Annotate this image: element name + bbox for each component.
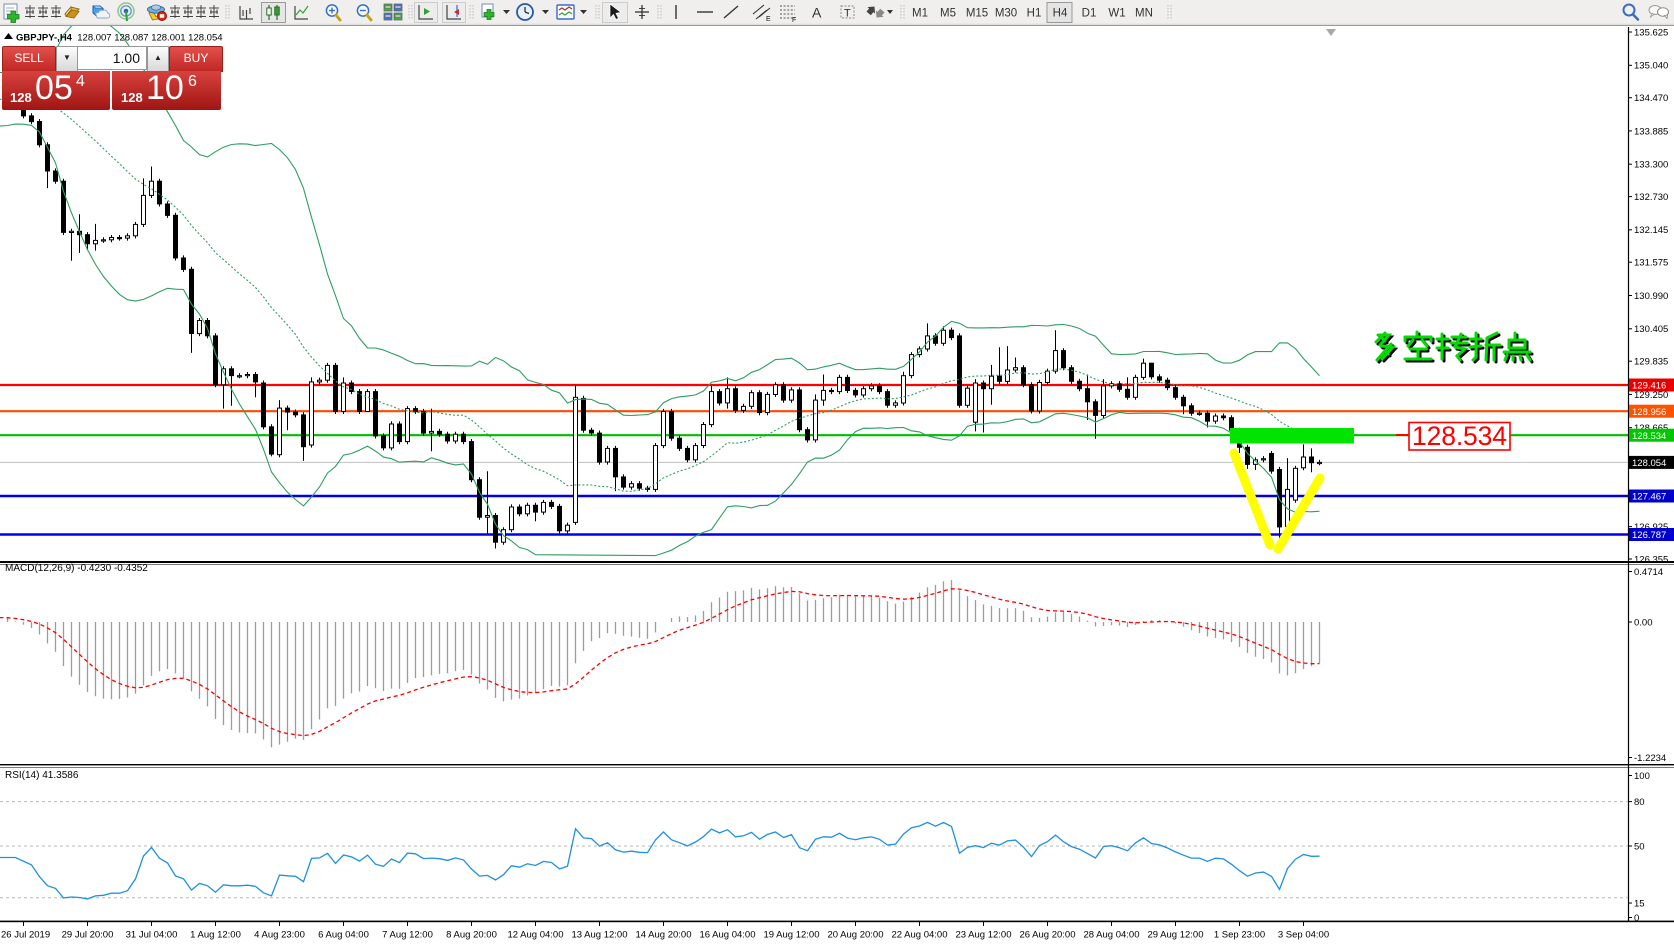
svg-text:H4: H4 [1053,8,1068,20]
svg-text:D1: D1 [1082,8,1097,20]
svg-text:6 Aug 04:00: 6 Aug 04:00 [318,930,369,941]
svg-text:28 Aug 04:00: 28 Aug 04:00 [1084,930,1140,941]
svg-text:0.00: 0.00 [1634,617,1653,628]
svg-text:129.835: 129.835 [1634,357,1668,368]
svg-text:0: 0 [1634,913,1639,924]
svg-text:16 Aug 04:00: 16 Aug 04:00 [700,930,756,941]
svg-text:T: T [844,8,851,20]
svg-text:-1.2234: -1.2234 [1634,753,1666,764]
svg-text:4 Aug 23:00: 4 Aug 23:00 [254,930,305,941]
svg-text:128.534: 128.534 [1412,421,1507,451]
svg-text:MN: MN [1135,8,1153,20]
svg-text:80: 80 [1634,797,1645,808]
svg-text:22 Aug 04:00: 22 Aug 04:00 [892,930,948,941]
svg-text:126.787: 126.787 [1632,530,1666,541]
svg-text:128.956: 128.956 [1632,407,1666,418]
svg-text:131.575: 131.575 [1634,258,1668,269]
svg-text:M5: M5 [940,8,956,20]
svg-text:129.416: 129.416 [1632,381,1666,392]
svg-text:133.885: 133.885 [1634,126,1668,137]
svg-text:31 Jul 04:00: 31 Jul 04:00 [126,930,178,941]
svg-text:26 Jul 2019: 26 Jul 2019 [1,930,50,941]
svg-text:100: 100 [1634,771,1650,782]
svg-text:128.534: 128.534 [1632,431,1666,442]
svg-text:129.250: 129.250 [1634,390,1668,401]
svg-text:135.625: 135.625 [1634,27,1668,38]
svg-text:A: A [812,5,822,21]
svg-text:MACD(12,26,9) -0.4230 -0.4352: MACD(12,26,9) -0.4230 -0.4352 [5,563,148,574]
svg-text:8 Aug 20:00: 8 Aug 20:00 [446,930,497,941]
svg-text:M1: M1 [912,8,928,20]
svg-text:29 Jul 20:00: 29 Jul 20:00 [62,930,114,941]
svg-text:15: 15 [1634,898,1645,909]
svg-text:3 Sep 04:00: 3 Sep 04:00 [1278,930,1329,941]
svg-text:1 Sep 23:00: 1 Sep 23:00 [1214,930,1265,941]
svg-text:H1: H1 [1027,8,1042,20]
svg-text:29 Aug 12:00: 29 Aug 12:00 [1148,930,1204,941]
svg-text:132.730: 132.730 [1634,192,1668,203]
svg-text:130.405: 130.405 [1634,324,1668,335]
svg-text:128.054: 128.054 [1632,458,1666,469]
svg-text:133.300: 133.300 [1634,160,1668,171]
svg-text:0.4714: 0.4714 [1634,567,1663,578]
svg-text:127.467: 127.467 [1632,492,1666,503]
svg-text:126.925: 126.925 [1634,522,1668,533]
svg-text:7 Aug 12:00: 7 Aug 12:00 [382,930,433,941]
svg-text:M30: M30 [995,8,1017,20]
svg-text:50: 50 [1634,841,1645,852]
svg-text:26 Aug 20:00: 26 Aug 20:00 [1020,930,1076,941]
svg-text:E: E [766,16,771,23]
svg-text:M15: M15 [966,8,988,20]
svg-text:14 Aug 20:00: 14 Aug 20:00 [636,930,692,941]
svg-text:1 Aug 12:00: 1 Aug 12:00 [190,930,241,941]
svg-text:130.990: 130.990 [1634,291,1668,302]
svg-text:12 Aug 04:00: 12 Aug 04:00 [508,930,564,941]
svg-text:W1: W1 [1108,8,1125,20]
svg-text:GBPJPY-,H4 128.007 128.087 12: GBPJPY-,H4 128.007 128.087 128.001 128.0… [16,33,223,44]
svg-text:F: F [792,17,796,24]
svg-text:RSI(14) 41.3586: RSI(14) 41.3586 [5,770,79,781]
svg-text:128.665: 128.665 [1634,423,1668,434]
svg-text:19 Aug 12:00: 19 Aug 12:00 [764,930,820,941]
svg-text:126.355: 126.355 [1634,554,1668,565]
svg-text:13 Aug 12:00: 13 Aug 12:00 [572,930,628,941]
svg-text:23 Aug 12:00: 23 Aug 12:00 [956,930,1012,941]
svg-text:134.470: 134.470 [1634,93,1668,104]
svg-text:132.145: 132.145 [1634,225,1668,236]
svg-text:135.040: 135.040 [1634,61,1668,72]
svg-text:20 Aug 20:00: 20 Aug 20:00 [828,930,884,941]
